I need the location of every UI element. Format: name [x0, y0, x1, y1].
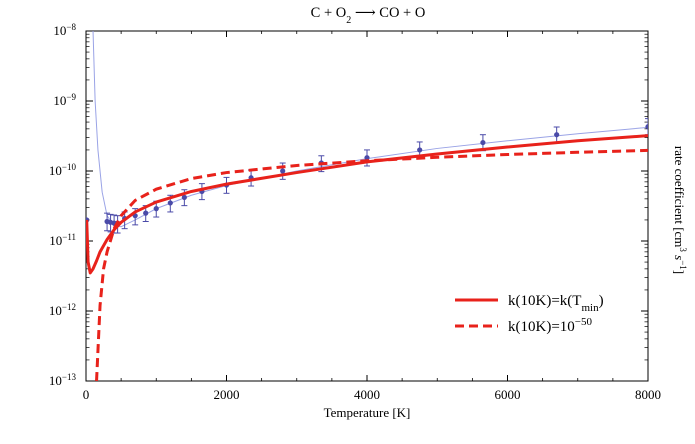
chart-title: C + O2 ⟶ CO + O [311, 5, 426, 26]
x-tick-label: 0 [83, 387, 90, 402]
data-point [480, 139, 486, 146]
y-tick-label: 10−11 [49, 232, 76, 248]
x-axis-label: Temperature [K] [324, 405, 411, 420]
data-point [645, 124, 648, 130]
data-point [181, 194, 187, 200]
y-tick-label: 10−9 [53, 92, 76, 108]
x-tick-label: 6000 [495, 387, 521, 402]
data-point [153, 206, 159, 212]
legend-label-dashed: k(10K)=10−50 [508, 316, 593, 335]
y-tick-label: 10−8 [53, 22, 76, 38]
y-tick-label: 10−12 [49, 302, 76, 318]
legend-label-solid: k(10K)=k(Tmin) [508, 293, 604, 314]
legend: k(10K)=k(Tmin) k(10K)=10−50 [455, 293, 604, 335]
data-point [280, 168, 286, 174]
y-axis: 10−13 10−12 10−11 10−10 10−9 10−8 [49, 22, 648, 388]
data-point [364, 155, 370, 161]
series-line-dashed [95, 148, 648, 381]
x-axis: 0 2000 4000 6000 8000 [83, 31, 661, 402]
data-point [554, 132, 560, 138]
data-point [167, 200, 173, 206]
y-axis-label: rate coefficient [cm3 s−1] [672, 146, 688, 274]
data-point [143, 210, 149, 216]
data-point [417, 147, 423, 153]
series-layer [86, 31, 648, 381]
y-tick-label: 10−10 [49, 162, 77, 178]
x-tick-label: 2000 [214, 387, 240, 402]
y-tick-label: 10−13 [49, 372, 77, 388]
x-tick-label: 4000 [354, 387, 380, 402]
x-tick-label: 8000 [635, 387, 661, 402]
series-line-solid [86, 134, 648, 275]
